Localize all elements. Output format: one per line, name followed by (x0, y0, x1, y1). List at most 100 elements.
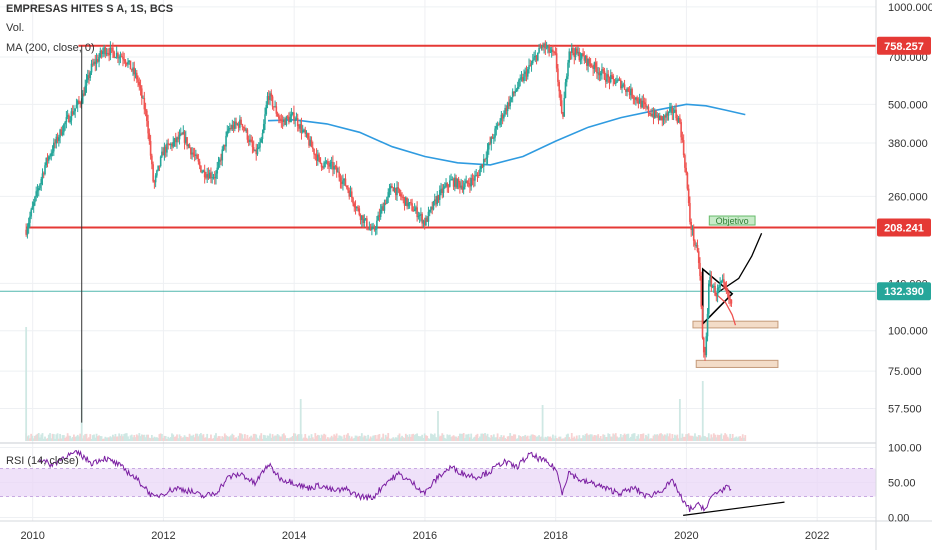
candle-body (25, 229, 27, 235)
volume-bar (95, 433, 98, 441)
volume-bar (720, 433, 723, 441)
volume-bar (264, 435, 266, 441)
volume-bar (687, 433, 690, 441)
volume-bar (539, 436, 542, 441)
symbol-legend[interactable]: EMPRESAS HITES S A, 1S, BCS (6, 3, 174, 15)
candle-body (60, 129, 63, 135)
volume-bar (492, 434, 495, 441)
drawing-annotations[interactable]: Objetivo (692, 215, 779, 368)
volume-bar (257, 438, 260, 441)
rsi-legend[interactable]: RSI (14, close) (6, 455, 79, 467)
volume-bar (37, 433, 40, 441)
candle-body (680, 122, 682, 138)
candle-body (298, 126, 300, 129)
candle-body (125, 62, 128, 65)
price-axis[interactable]: 1000.000700.000500.000380.000260.000140.… (888, 2, 932, 416)
volume-bar (305, 437, 308, 441)
candle-body (674, 109, 676, 113)
time-tick-0: 2010 (20, 530, 44, 542)
volume-bar (412, 433, 415, 441)
candle-body (623, 84, 626, 90)
candle-body (462, 186, 465, 190)
volume-bar (79, 433, 82, 441)
volume-bar (251, 437, 254, 441)
candle-body (568, 51, 571, 63)
projection-up-path[interactable] (715, 232, 763, 295)
support-box-lower[interactable] (695, 359, 779, 368)
candle-body (415, 207, 417, 210)
volume-bar (421, 434, 424, 441)
rsi-axis[interactable]: 100.00 50.00 0.00 (888, 443, 922, 525)
projection-down-path[interactable] (715, 293, 737, 326)
candle-body (485, 157, 488, 160)
candle-body (432, 201, 435, 210)
target-box[interactable] (708, 215, 756, 226)
volume-bar (700, 437, 703, 441)
volume-bar (597, 434, 600, 441)
volume-bar (577, 438, 579, 441)
candle-body (153, 181, 156, 183)
volume-bar (210, 434, 212, 441)
volume-bar (376, 438, 378, 441)
volume-bar (729, 433, 732, 441)
candle-body (682, 140, 685, 156)
candle-body (596, 67, 598, 74)
candle-body (479, 168, 481, 176)
horizontal-levels[interactable] (0, 44, 876, 292)
candle-body (449, 180, 451, 187)
candle-body (592, 66, 594, 70)
candle-body (558, 81, 560, 92)
candle-body (35, 191, 38, 197)
volume-bar (301, 438, 304, 441)
volume-bar (672, 437, 675, 441)
candle-body (218, 159, 221, 162)
volume-bar (114, 433, 117, 441)
volume-bar (702, 435, 705, 441)
time-axis[interactable]: 2010 2012 2014 2016 2018 2020 2022 (20, 530, 829, 542)
volume-bar (61, 435, 64, 441)
candle-body (633, 98, 636, 100)
candle-body (611, 75, 613, 76)
volume-bar (579, 438, 582, 441)
candle-body (223, 144, 226, 147)
volume-bar (198, 434, 201, 441)
volume-legend[interactable]: Vol. (6, 22, 25, 34)
triangle-pattern[interactable] (701, 267, 734, 326)
volume-bar (119, 435, 122, 441)
candle-body (430, 207, 432, 211)
candle-body (671, 107, 674, 113)
candle-body (205, 177, 207, 179)
volume-bar (535, 436, 538, 441)
candle-body (520, 77, 523, 79)
candle-body (501, 114, 504, 119)
ma-legend[interactable]: MA (200, close, 0) (6, 42, 95, 54)
volume-bar (27, 435, 30, 441)
volume-bar (139, 436, 142, 441)
candle-body (317, 154, 319, 161)
candle-body (440, 188, 442, 191)
volume-bar (626, 433, 628, 441)
rsi-trendline[interactable] (683, 501, 785, 516)
volume-bar (184, 436, 187, 441)
volume-bar (510, 435, 513, 441)
candle-body (525, 71, 528, 77)
candle-body (124, 60, 127, 63)
volume-bar (367, 434, 370, 441)
volume-bar (609, 436, 612, 441)
candle-body (599, 73, 602, 76)
target-label: Objetivo (716, 216, 749, 226)
volume-bar (505, 438, 508, 441)
volume-bar (153, 436, 156, 441)
candle-body (699, 262, 701, 276)
candle-body (300, 124, 303, 133)
volume-bar (489, 438, 491, 441)
volume-bar (457, 436, 460, 441)
volume-bar (531, 434, 534, 441)
candle-body (332, 161, 334, 170)
volume-bar (183, 435, 186, 441)
candle-body (652, 113, 655, 118)
candle-body (423, 220, 426, 226)
volume-bar (465, 434, 468, 441)
